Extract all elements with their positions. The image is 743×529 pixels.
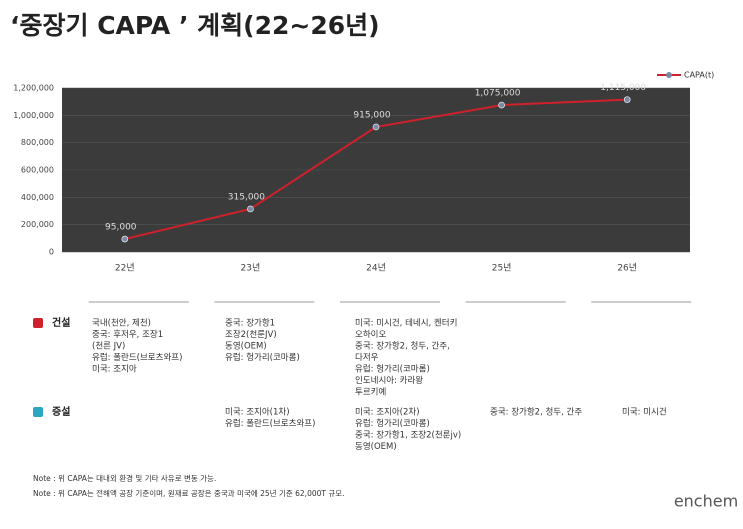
cell-text: 투르키예 [355,387,386,398]
cell-text: 미국: 조지아(2차) [355,407,420,418]
y-tick-label: 200,000 [21,220,54,229]
data-label: 1,075,000 [475,89,521,99]
row-label: 증설 [52,405,70,418]
cell-text: 중국: 장가항2, 청두, 간주, [355,341,450,352]
y-tick-label: 0 [49,248,54,257]
x-tick-label: 22년 [115,263,135,274]
cell-text: 유럽: 헝가리(코마롬) [225,353,300,363]
cell-text: 유럽: 폴란드(브로츠와프) [225,418,315,429]
x-tick-label: 25년 [492,263,512,274]
y-tick-label: 400,000 [21,193,54,202]
data-label: 95,000 [105,223,137,233]
cell-text: 미국: 조지아 [92,364,137,375]
cell-text: (천른 JV) [92,341,125,352]
logo: enchem [674,492,738,511]
legend-marker [666,72,672,78]
note: Note : 위 CAPA는 대내외 환경 및 기타 사유로 변동 가능. [33,473,216,483]
legend-label: CAPA(t) [684,71,714,80]
y-tick-label: 800,000 [21,138,54,147]
data-point [247,205,254,213]
x-tick-label: 26년 [617,263,637,274]
y-tick-label: 1,000,000 [13,111,54,120]
data-label: 1,115,000 [600,83,646,93]
cell-text: 중국: 후저우, 조장1 [92,329,163,340]
cell-text: 미국: 미시건 [622,407,667,418]
data-point [121,235,129,243]
cell-text: 유럽: 폴란드(브로츠와프) [92,352,182,363]
cell-text: 다저우 [355,353,379,363]
y-tick-label: 600,000 [21,166,54,175]
x-tick-label: 23년 [241,263,261,274]
cell-text: 인도네시아: 카라왕 [355,375,423,386]
cell-text: 중국: 장가항1 [225,318,275,329]
x-tick-label: 24년 [366,263,386,274]
data-point [623,96,631,103]
cell-text: 유럽: 헝가리(코마롬) [355,365,430,375]
data-label: 315,000 [228,192,265,202]
row-icon [33,407,43,417]
cell-text: 중국: 장가항1, 조장2(천룬jv) [355,430,461,441]
y-tick-label: 1,200,000 [13,84,54,93]
cell-text: 국내(천안, 제천) [92,318,151,329]
data-point [498,101,505,109]
cell-text: 오하이오 [355,329,386,340]
data-point [372,123,380,131]
data-label: 915,000 [353,110,390,120]
cell-text: 조장2(천룬JV) [225,329,277,340]
note: Note : 위 CAPA는 전해액 공장 기준이며, 원재료 공장은 중국과 … [33,488,345,498]
slide-title: ‘중장기 CAPA ’ 계획(22~26년) [10,11,380,40]
cell-text: 동영(OEM) [355,441,397,452]
row-icon [33,318,43,328]
row-label: 건설 [52,316,70,329]
cell-text: 유럽: 헝가리(코마롬) [355,419,430,429]
cell-text: 동영(OEM) [225,341,267,352]
cell-text: 중국: 장가항2, 청두, 간주 [490,407,582,418]
cell-text: 미국: 조지아(1차) [225,407,290,418]
cell-text: 미국: 미시건, 테네시, 켄터키 [355,318,457,329]
